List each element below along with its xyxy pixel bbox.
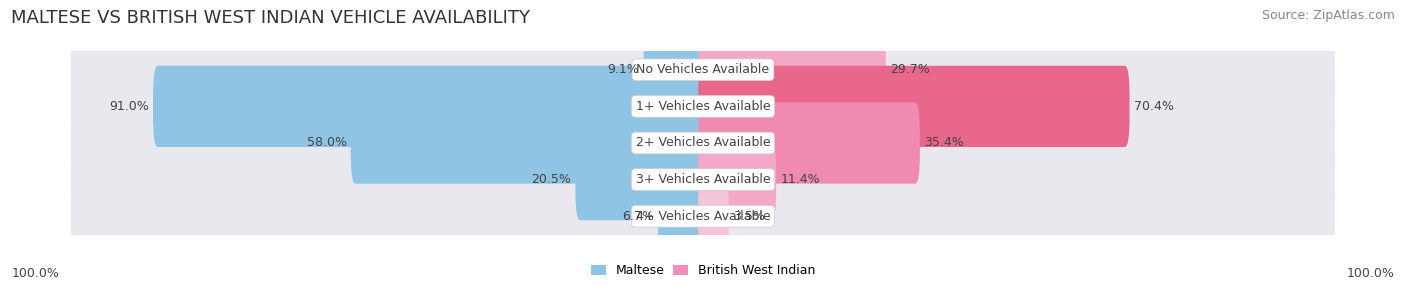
Text: 20.5%: 20.5% <box>531 173 571 186</box>
Text: 2+ Vehicles Available: 2+ Vehicles Available <box>636 136 770 150</box>
FancyBboxPatch shape <box>70 106 1336 286</box>
Text: 70.4%: 70.4% <box>1133 100 1174 113</box>
Text: 4+ Vehicles Available: 4+ Vehicles Available <box>636 210 770 223</box>
FancyBboxPatch shape <box>70 0 1336 217</box>
FancyBboxPatch shape <box>699 66 1129 147</box>
FancyBboxPatch shape <box>70 0 1336 180</box>
Text: 3.5%: 3.5% <box>733 210 765 223</box>
FancyBboxPatch shape <box>699 102 920 184</box>
Text: 1+ Vehicles Available: 1+ Vehicles Available <box>636 100 770 113</box>
FancyBboxPatch shape <box>153 66 707 147</box>
FancyBboxPatch shape <box>699 176 728 257</box>
FancyBboxPatch shape <box>699 139 776 220</box>
Text: MALTESE VS BRITISH WEST INDIAN VEHICLE AVAILABILITY: MALTESE VS BRITISH WEST INDIAN VEHICLE A… <box>11 9 530 27</box>
Text: No Vehicles Available: No Vehicles Available <box>637 63 769 76</box>
Text: 9.1%: 9.1% <box>607 63 640 76</box>
Text: 35.4%: 35.4% <box>924 136 963 150</box>
FancyBboxPatch shape <box>644 29 707 110</box>
Text: 11.4%: 11.4% <box>780 173 820 186</box>
Text: 3+ Vehicles Available: 3+ Vehicles Available <box>636 173 770 186</box>
Legend: Maltese, British West Indian: Maltese, British West Indian <box>589 261 817 279</box>
FancyBboxPatch shape <box>699 29 886 110</box>
FancyBboxPatch shape <box>70 69 1336 286</box>
Text: 91.0%: 91.0% <box>110 100 149 113</box>
Text: 6.7%: 6.7% <box>621 210 654 223</box>
FancyBboxPatch shape <box>70 32 1336 254</box>
FancyBboxPatch shape <box>575 139 707 220</box>
Text: 100.0%: 100.0% <box>11 267 59 280</box>
Text: 58.0%: 58.0% <box>307 136 346 150</box>
Text: Source: ZipAtlas.com: Source: ZipAtlas.com <box>1261 9 1395 21</box>
FancyBboxPatch shape <box>658 176 707 257</box>
Text: 29.7%: 29.7% <box>890 63 929 76</box>
FancyBboxPatch shape <box>350 102 707 184</box>
Text: 100.0%: 100.0% <box>1347 267 1395 280</box>
